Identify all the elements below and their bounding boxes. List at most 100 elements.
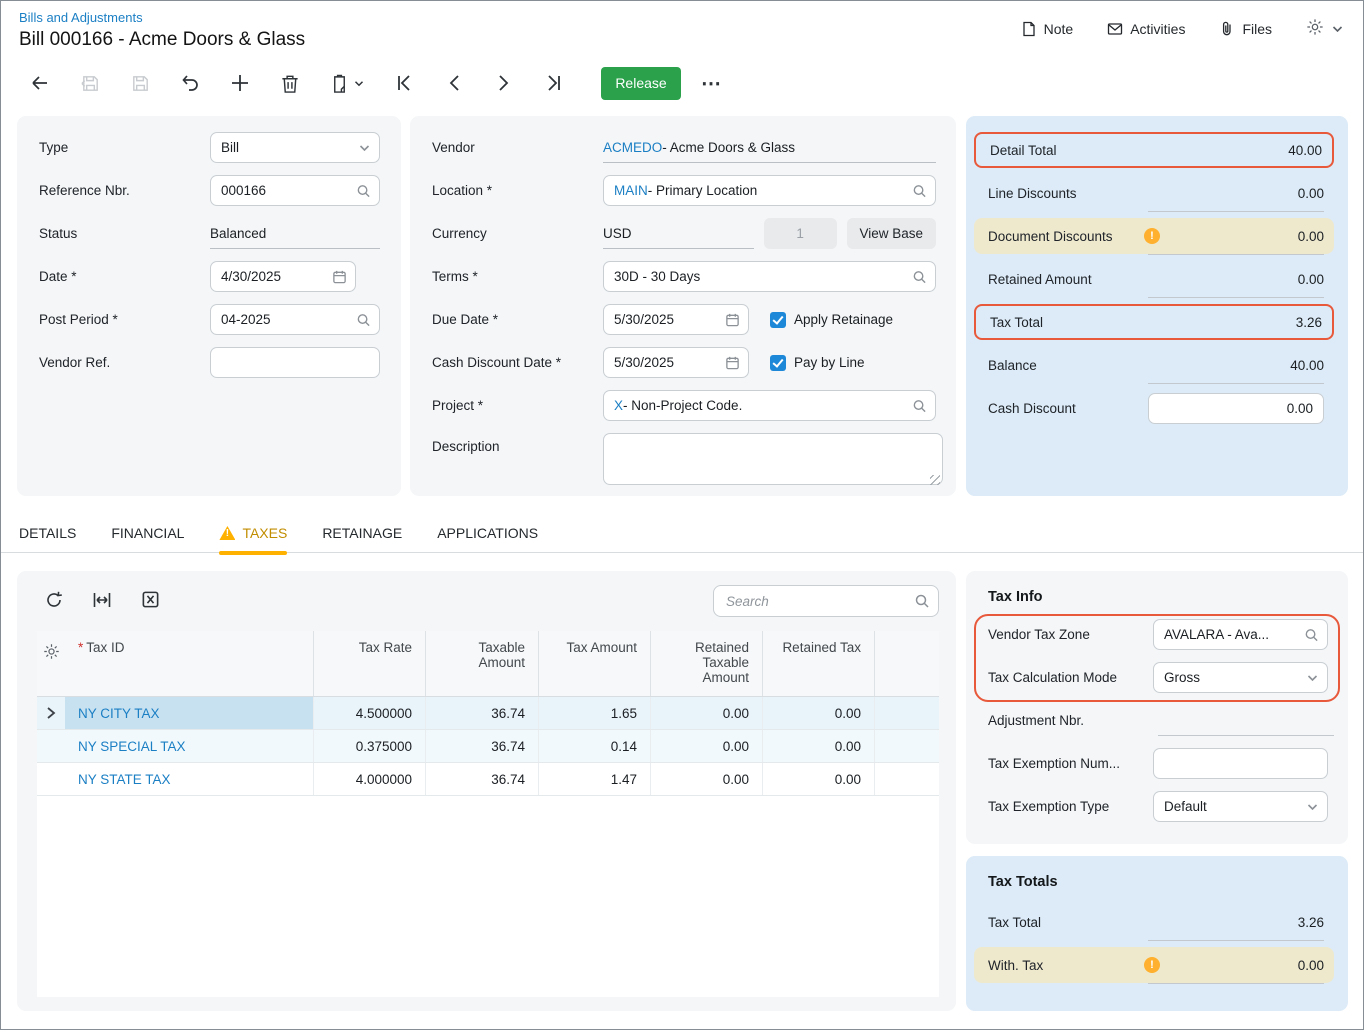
grid-search-input[interactable] <box>713 585 939 617</box>
tax-exemption-type-select[interactable]: Default <box>1153 791 1328 822</box>
first-record-button[interactable] <box>385 65 423 101</box>
post-period-input[interactable]: 04-2025 <box>210 304 380 335</box>
column-header-tax-amount[interactable]: Tax Amount <box>539 631 651 696</box>
delete-record-button[interactable] <box>271 65 309 101</box>
date-input[interactable]: 4/30/2025 <box>210 261 356 292</box>
due-date-input[interactable]: 5/30/2025 <box>603 304 749 335</box>
chevron-down-icon <box>1307 803 1318 811</box>
with-tax-label: With. Tax <box>988 957 1044 973</box>
tab-details[interactable]: DETAILS <box>19 522 76 553</box>
search-icon[interactable] <box>912 183 927 198</box>
search-icon[interactable] <box>912 269 927 284</box>
cash-discount-date-input[interactable]: 5/30/2025 <box>603 347 749 378</box>
search-icon[interactable] <box>1304 627 1319 642</box>
tax-total-value: 3.26 <box>1295 314 1322 330</box>
refresh-button[interactable] <box>37 585 71 617</box>
tab-retainage-label: RETAINAGE <box>322 525 403 541</box>
more-actions-button[interactable]: ⋯ <box>695 71 729 96</box>
calendar-icon[interactable] <box>725 312 740 327</box>
terms-label: Terms * <box>432 269 478 284</box>
release-button[interactable]: Release <box>601 66 681 100</box>
project-code[interactable]: X <box>614 398 624 413</box>
table-row[interactable]: NY CITY TAX 4.500000 36.74 1.65 0.00 0.0… <box>37 697 939 730</box>
files-button[interactable]: Files <box>1219 21 1272 37</box>
project-input[interactable]: X - Non-Project Code. <box>603 390 936 421</box>
column-header-tax-rate[interactable]: Tax Rate <box>314 631 426 696</box>
breadcrumb[interactable]: Bills and Adjustments <box>19 10 143 25</box>
document-totals-panel: Detail Total 40.00 Line Discounts 0.00 D… <box>966 116 1348 496</box>
undo-button[interactable] <box>171 65 209 101</box>
vendor-code-link[interactable]: ACMEDO <box>603 139 663 155</box>
status-label: Status <box>39 226 78 241</box>
table-row[interactable]: NY SPECIAL TAX 0.375000 36.74 0.14 0.00 … <box>37 730 939 763</box>
page-title: Bill 000166 - Acme Doors & Glass <box>19 29 306 50</box>
tab-taxes[interactable]: TAXES <box>219 522 288 555</box>
last-record-button[interactable] <box>535 65 573 101</box>
activities-button[interactable]: Activities <box>1107 21 1185 37</box>
save-close-button[interactable] <box>71 65 109 101</box>
tab-applications-label: APPLICATIONS <box>437 525 539 541</box>
calendar-icon[interactable] <box>332 269 347 284</box>
tab-applications[interactable]: APPLICATIONS <box>437 522 538 553</box>
view-base-button[interactable]: View Base <box>846 218 936 249</box>
column-header-taxable-amount[interactable]: Taxable Amount <box>426 631 539 696</box>
search-icon[interactable] <box>912 398 927 413</box>
reference-nbr-input[interactable]: 000166 <box>210 175 380 206</box>
table-row[interactable]: NY STATE TAX 4.000000 36.74 1.47 0.00 0.… <box>37 763 939 796</box>
type-label: Type <box>39 140 69 155</box>
due-date-value: 5/30/2025 <box>614 312 675 327</box>
delete-icon <box>280 73 300 94</box>
next-record-button[interactable] <box>485 65 523 101</box>
pay-by-line-checkbox[interactable] <box>770 354 786 371</box>
tax-exemption-number-input[interactable] <box>1153 748 1328 779</box>
terms-input[interactable]: 30D - 30 Days <box>603 261 936 292</box>
cash-discount-input[interactable]: 0.00 <box>1148 392 1324 424</box>
column-settings-button[interactable] <box>37 631 65 696</box>
tax-id-link[interactable]: NY CITY TAX <box>78 705 160 721</box>
search-icon[interactable] <box>914 593 930 612</box>
taxable-amount-cell: 36.74 <box>426 763 539 795</box>
column-header-filler <box>875 631 939 696</box>
grid-toolbar <box>17 571 956 631</box>
retained-amount-row: Retained Amount 0.00 <box>974 261 1334 298</box>
clipboard-menu-button[interactable] <box>321 65 373 101</box>
column-header-retained-tax[interactable]: Retained Tax <box>763 631 875 696</box>
tax-calculation-mode-select[interactable]: Gross <box>1153 662 1328 693</box>
balance-value: 40.00 <box>1148 354 1324 384</box>
location-input[interactable]: MAIN - Primary Location <box>603 175 936 206</box>
search-icon[interactable] <box>356 312 371 327</box>
vendor-ref-input[interactable] <box>210 347 380 378</box>
taxes-grid-panel: *Tax ID Tax Rate Taxable Amount Tax Amou… <box>17 571 956 1011</box>
description-textarea[interactable] <box>603 433 943 485</box>
tax-id-link[interactable]: NY SPECIAL TAX <box>78 738 186 754</box>
files-icon <box>1219 21 1235 37</box>
note-button[interactable]: Note <box>1021 21 1073 37</box>
save-button[interactable] <box>121 65 159 101</box>
back-button[interactable] <box>21 65 59 101</box>
apply-retainage-checkbox[interactable] <box>770 311 786 328</box>
status-value: Balanced <box>210 218 380 249</box>
prev-record-button[interactable] <box>435 65 473 101</box>
document-discounts-label: Document Discounts <box>988 228 1113 244</box>
search-icon[interactable] <box>356 183 371 198</box>
retained-amount-value: 0.00 <box>1148 268 1324 298</box>
tab-retainage[interactable]: RETAINAGE <box>322 522 402 553</box>
active-tab-underline <box>219 551 288 555</box>
cash-discount-label: Cash Discount <box>988 400 1076 416</box>
vendor-tax-zone-input[interactable]: AVALARA - Ava... <box>1153 619 1328 650</box>
tax-id-link[interactable]: NY STATE TAX <box>78 771 171 787</box>
add-record-button[interactable] <box>221 65 259 101</box>
settings-menu-button[interactable] <box>1306 18 1343 39</box>
column-header-retained-taxable-amount[interactable]: Retained Taxable Amount <box>651 631 763 696</box>
fit-width-button[interactable] <box>85 585 119 617</box>
type-select[interactable]: Bill <box>210 132 380 163</box>
tab-warning-icon <box>219 526 236 540</box>
with-tax-value: 0.00 <box>1148 954 1324 984</box>
column-header-tax-id[interactable]: * Tax ID <box>65 631 314 696</box>
export-excel-button[interactable] <box>133 585 167 617</box>
taxable-amount-cell: 36.74 <box>426 697 539 729</box>
location-code[interactable]: MAIN <box>614 183 648 198</box>
calendar-icon[interactable] <box>725 355 740 370</box>
tab-financial[interactable]: FINANCIAL <box>111 522 184 553</box>
cash-discount-date-value: 5/30/2025 <box>614 355 675 370</box>
